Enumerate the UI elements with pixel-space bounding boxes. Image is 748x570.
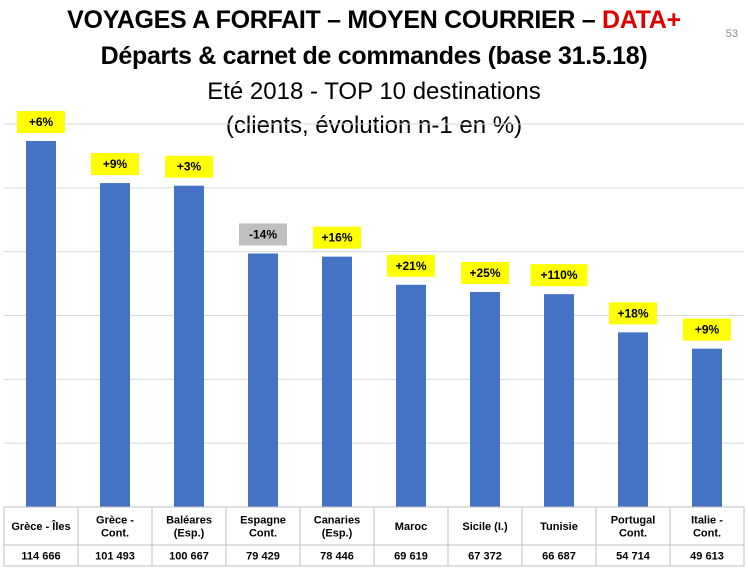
category-label: Canaries (Esp.)	[314, 515, 360, 540]
value-label: 114 666	[21, 551, 60, 563]
data-label-box	[91, 153, 139, 176]
data-label: +9%	[103, 157, 128, 171]
data-label-box	[461, 261, 509, 284]
bar	[618, 332, 648, 507]
bar	[26, 141, 56, 507]
chart-subtitle-line2: (clients, évolution n-1 en %)	[225, 112, 523, 139]
chart-data-labels: +6% +9% +3% -14% +16% +21% +25% +110% +18% +9%	[17, 111, 731, 341]
value-label: 66 687	[542, 551, 576, 563]
data-label: +6%	[29, 115, 54, 129]
chart-bars	[26, 141, 722, 507]
data-label-box	[165, 155, 213, 178]
data-label-box	[313, 226, 361, 249]
value-label: 67 372	[468, 551, 502, 563]
data-label-box	[387, 254, 435, 277]
data-label-box	[239, 223, 287, 246]
category-label: Grèce -Cont.	[96, 515, 134, 540]
category-label: Tunisie	[540, 521, 578, 533]
value-label: 79 429	[246, 551, 280, 563]
data-label-box	[17, 111, 65, 134]
data-label: +9%	[695, 323, 720, 337]
bar	[100, 183, 130, 507]
data-label: +25%	[469, 266, 500, 280]
value-label: 49 613	[690, 551, 724, 563]
bar	[322, 256, 352, 507]
data-label: +16%	[321, 231, 352, 245]
bar	[470, 291, 500, 507]
data-label-box	[609, 302, 657, 325]
category-table: Grèce - Îles 114 666 Grèce -Cont. 101 493 Ba…	[3, 506, 745, 567]
bar	[396, 284, 426, 507]
value-label: 69 619	[394, 551, 428, 563]
data-label: +21%	[395, 259, 426, 273]
chart-title: VOYAGES A FORFAIT – MOYEN COURRIER – DAT…	[0, 6, 748, 35]
value-label: 54 714	[616, 551, 651, 563]
data-label: +110%	[540, 268, 577, 282]
bar	[692, 348, 722, 507]
chart-title-line2: Départs & carnet de commandes (base 31.5…	[100, 42, 648, 70]
value-label: 78 446	[320, 551, 354, 563]
category-label: Portugal Cont.	[611, 515, 656, 540]
category-label: Baléares (Esp.)	[166, 515, 212, 540]
data-label: -14%	[249, 227, 277, 241]
category-label: Sicile (I.)	[462, 521, 508, 533]
chart-subtitle-line1: Eté 2018 - TOP 10 destinations	[207, 78, 541, 105]
bar	[248, 253, 278, 507]
value-label: 100 667	[169, 551, 209, 563]
bar	[544, 294, 574, 507]
value-label: 101 493	[95, 551, 135, 563]
category-label: Grèce - Îles	[11, 520, 70, 533]
bar	[174, 185, 204, 507]
data-label-box	[530, 264, 588, 287]
page-number: 53	[725, 28, 738, 40]
category-label: Italie -Cont.	[691, 515, 723, 540]
data-label: +3%	[177, 160, 202, 174]
data-label: +18%	[617, 306, 648, 320]
category-label: Maroc	[395, 521, 427, 533]
data-label-box	[683, 318, 731, 341]
chart-title-highlight: DATA+	[602, 6, 681, 34]
category-label: Espagne Cont.	[240, 515, 286, 540]
chart-title-main: VOYAGES A FORFAIT – MOYEN COURRIER –	[67, 6, 602, 34]
